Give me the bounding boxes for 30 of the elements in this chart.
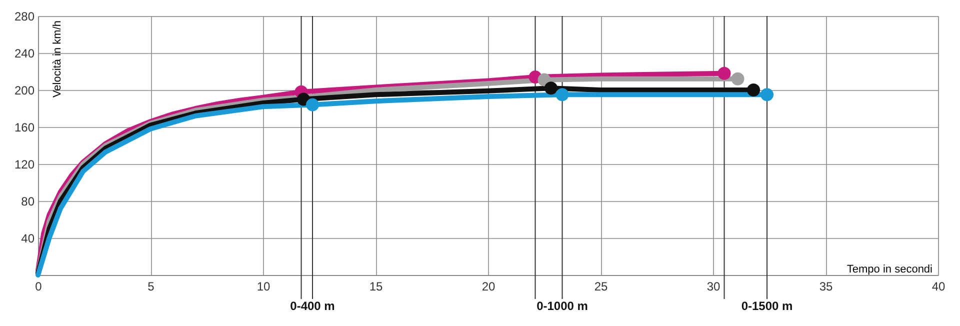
y-tick-label: 200 (14, 84, 35, 98)
y-tick-label: 80 (21, 194, 35, 208)
x-tick-label: 0 (35, 280, 42, 294)
point (731, 72, 744, 86)
point (538, 73, 551, 86)
y-tick-label: 120 (14, 158, 35, 172)
x-tick-label: 25 (594, 280, 608, 294)
ref-line-label: 0-1500 m (741, 299, 793, 313)
point (556, 88, 569, 102)
point (746, 83, 760, 97)
y-tick-label: 160 (14, 120, 35, 134)
y-tick-label: 280 (14, 10, 35, 24)
ref-line-label: 0-1000 m (536, 299, 588, 313)
x-tick-label: 35 (819, 280, 833, 294)
ref-line-label: 0-400 m (290, 299, 335, 313)
point (296, 92, 310, 106)
y-tick-label: 240 (14, 46, 35, 60)
point (544, 82, 558, 95)
x-tick-label: 5 (148, 280, 155, 294)
y-axis-title: Velocità in km/h (52, 20, 64, 98)
point (760, 88, 774, 102)
x-tick-label: 10 (256, 280, 270, 294)
x-tick-label: 20 (482, 280, 496, 294)
x-tick-label: 15 (369, 280, 383, 294)
point (718, 66, 731, 80)
x-axis-title: Tempo in secondi (846, 264, 932, 276)
point (306, 98, 320, 112)
x-tick-label: 40 (932, 280, 946, 294)
x-tick-label: 30 (706, 280, 720, 294)
y-tick-label: 40 (21, 232, 35, 246)
